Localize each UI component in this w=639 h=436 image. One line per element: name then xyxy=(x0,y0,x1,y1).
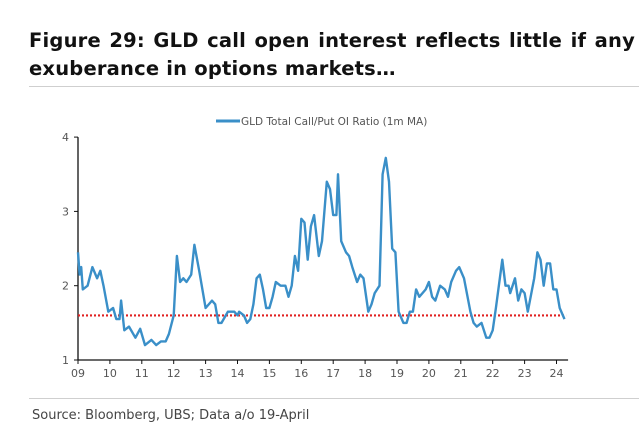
y-tick-label: 3 xyxy=(62,205,69,218)
x-tick-label: 10 xyxy=(103,367,117,380)
x-tick-label: 09 xyxy=(71,367,85,380)
x-tick-label: 23 xyxy=(518,367,532,380)
x-tick-label: 18 xyxy=(358,367,372,380)
x-tick-label: 24 xyxy=(550,367,564,380)
x-tick-label: 19 xyxy=(390,367,404,380)
x-tick-label: 16 xyxy=(294,367,308,380)
y-tick-label: 2 xyxy=(62,280,69,293)
x-tick-label: 11 xyxy=(135,367,149,380)
top-divider xyxy=(29,86,639,87)
title-line-2: exuberance in options markets… xyxy=(29,57,396,80)
source-note: Source: Bloomberg, UBS; Data a/o 19-Apri… xyxy=(32,408,310,423)
x-tick-label: 12 xyxy=(167,367,181,380)
x-tick-label: 22 xyxy=(486,367,500,380)
y-tick-label: 4 xyxy=(62,131,69,144)
series-line xyxy=(76,156,566,347)
x-tick-label: 17 xyxy=(326,367,340,380)
x-tick-label: 20 xyxy=(422,367,436,380)
y-tick-label: 1 xyxy=(62,354,69,367)
title-line-1: Figure 29: GLD call open interest reflec… xyxy=(29,29,635,52)
x-tick-label: 14 xyxy=(231,367,245,380)
x-tick-label: 13 xyxy=(199,367,213,380)
bottom-divider xyxy=(29,398,639,399)
legend-label: GLD Total Call/Put OI Ratio (1m MA) xyxy=(241,116,427,128)
figure-title: Figure 29: GLD call open interest reflec… xyxy=(29,27,635,83)
x-tick-label: 21 xyxy=(454,367,468,380)
x-tick-label: 15 xyxy=(262,367,276,380)
